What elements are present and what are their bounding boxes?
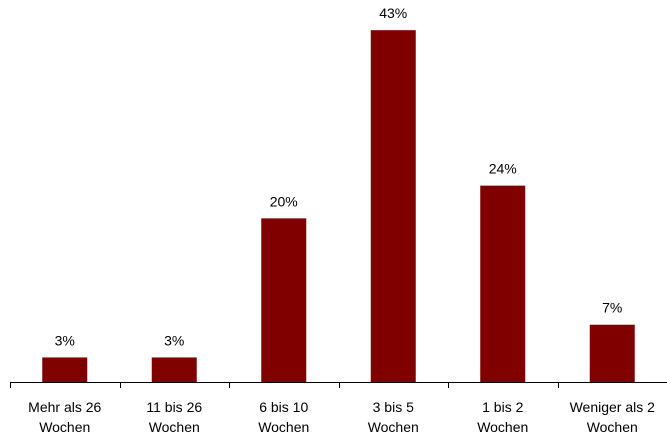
x-tick-label-line: 1 bis 2 [482,399,523,415]
x-tick-label: 6 bis 10 Wochen [258,399,309,435]
x-tick-label-line: Wochen [587,419,638,435]
x-axis [10,382,667,388]
bar [370,30,416,382]
bar [151,357,197,382]
bar-value-label: 7% [602,300,622,316]
bar-value-label: 3% [164,332,184,348]
bar-value-label: 24% [489,161,517,177]
bar-value-label: 3% [55,332,75,348]
x-tick-label: 1 bis 2 Wochen [477,399,528,435]
bar-value-label: 20% [270,193,298,209]
x-tick-label-line: Wochen [149,419,200,435]
value-labels-group: 3% 3% 20% 43% 24% 7% [55,5,623,348]
x-tick-label-line: Wochen [477,419,528,435]
bar [589,324,635,382]
bar [480,185,526,382]
x-tick-label: Mehr als 26 Wochen [28,399,101,435]
bar [261,218,307,382]
x-tick-label-line: 6 bis 10 [259,399,308,415]
x-tick-label-line: 11 bis 26 [146,399,202,415]
x-tick-label: 11 bis 26 Wochen [146,399,202,435]
x-tick-label-line: Wochen [39,419,90,435]
bar-value-label: 43% [379,5,407,21]
bars-group [42,30,635,382]
x-tick-label-line: Mehr als 26 [28,399,101,415]
bar [42,357,88,382]
x-tick-label: Weniger als 2 Wochen [570,399,656,435]
x-tick-label-line: Weniger als 2 [570,399,656,415]
x-tick-label: 3 bis 5 Wochen [368,399,419,435]
x-tick-label-line: 3 bis 5 [373,399,414,415]
x-tick-label-line: Wochen [258,419,309,435]
x-tick-label-line: Wochen [368,419,419,435]
